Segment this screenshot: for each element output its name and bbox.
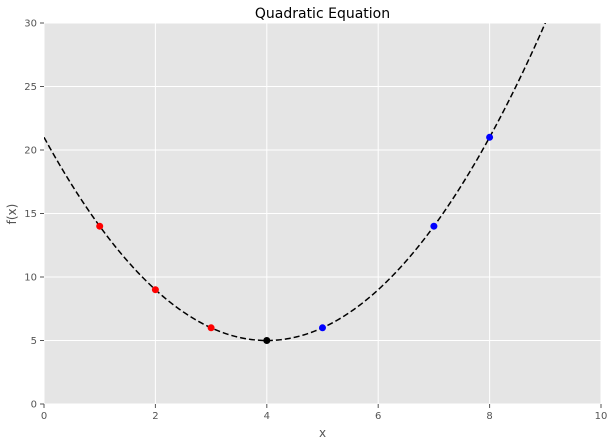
- x-tick-label: 8: [486, 411, 492, 422]
- y-tick-label: 5: [31, 336, 37, 347]
- data-point: [207, 324, 215, 332]
- data-point: [486, 133, 494, 141]
- chart-title: Quadratic Equation: [255, 6, 390, 22]
- x-axis-ticks: 0 2 4 6 8 10: [41, 404, 608, 422]
- data-point: [151, 286, 159, 294]
- y-tick-label: 30: [24, 19, 37, 30]
- y-tick-label: 10: [24, 273, 37, 284]
- x-tick-label: 4: [264, 411, 270, 422]
- data-point: [319, 324, 326, 332]
- data-points: [96, 133, 494, 344]
- x-axis-label: x: [319, 426, 326, 440]
- grid: [43, 22, 602, 405]
- x-tick-label: 6: [375, 411, 381, 422]
- y-axis-label: f(x): [5, 204, 19, 225]
- x-tick-label: 0: [41, 411, 47, 422]
- y-tick-label: 25: [24, 82, 37, 93]
- data-point: [263, 337, 271, 344]
- y-tick-label: 15: [24, 209, 37, 220]
- y-axis-ticks: 0 5 10 15 20 25 30: [24, 19, 44, 411]
- data-point: [96, 222, 104, 230]
- x-tick-label: 10: [595, 411, 608, 422]
- x-tick-label: 2: [152, 411, 158, 422]
- y-tick-label: 20: [24, 146, 37, 157]
- y-tick-label: 0: [31, 400, 37, 411]
- data-point: [430, 222, 438, 230]
